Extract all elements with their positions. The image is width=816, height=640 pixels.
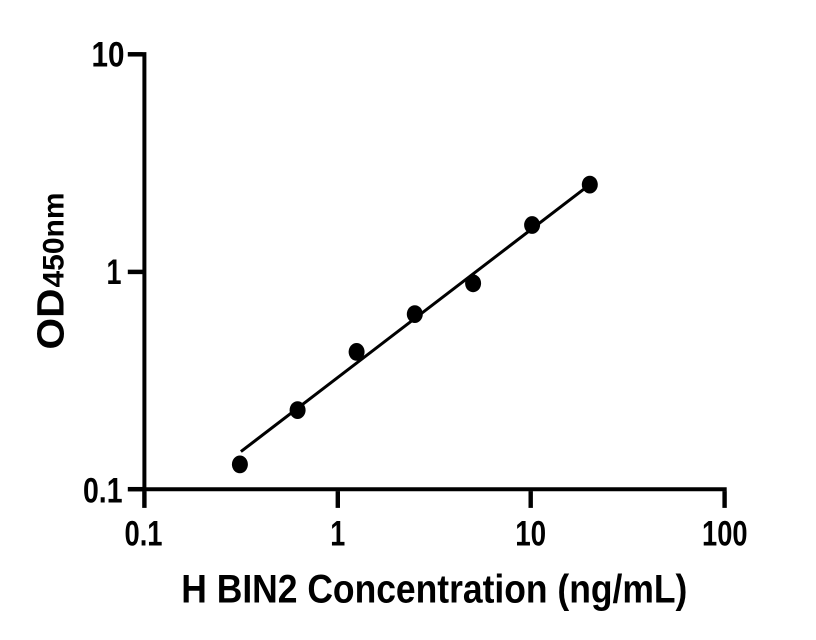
svg-text:450nm: 450nm bbox=[38, 193, 71, 288]
svg-text:H BIN2 Concentration (ng/mL): H BIN2 Concentration (ng/mL) bbox=[181, 567, 687, 611]
svg-text:OD: OD bbox=[31, 289, 73, 350]
svg-text:1: 1 bbox=[330, 514, 345, 554]
svg-text:10: 10 bbox=[92, 34, 125, 74]
svg-text:0.1: 0.1 bbox=[83, 470, 123, 510]
svg-text:1: 1 bbox=[107, 252, 122, 292]
svg-text:100: 100 bbox=[702, 514, 748, 554]
svg-text:10: 10 bbox=[515, 514, 546, 554]
svg-text:0.1: 0.1 bbox=[125, 514, 163, 554]
